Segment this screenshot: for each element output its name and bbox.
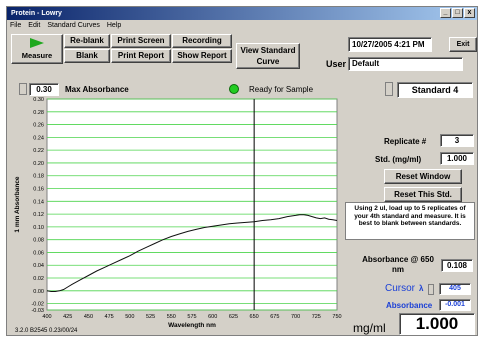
app-window: Protein - Lowry _ □ x File Edit Standard… xyxy=(6,6,478,336)
absorbance-at-field: 0.108 xyxy=(441,259,473,272)
standard-selector[interactable]: Standard 4 xyxy=(397,82,473,98)
y-tick-label: 0.26 xyxy=(33,123,44,129)
absorbance-at-label: Absorbance @ 650 nm xyxy=(362,255,434,274)
x-tick-label: 650 xyxy=(250,314,259,320)
x-tick-label: 625 xyxy=(229,314,238,320)
print-screen-button[interactable]: Print Screen xyxy=(111,34,171,48)
play-icon xyxy=(30,38,44,48)
y-tick-label: 0.02 xyxy=(33,276,44,282)
show-report-button[interactable]: Show Report xyxy=(172,49,232,63)
y-tick-label: 0.14 xyxy=(33,199,44,205)
title-bar: Protein - Lowry _ □ x xyxy=(7,7,477,20)
view-standard-curve-button[interactable]: View Standard Curve xyxy=(236,43,300,69)
x-tick-label: 675 xyxy=(270,314,279,320)
x-tick-label: 725 xyxy=(312,314,321,320)
y-tick-label: 0.04 xyxy=(33,263,44,269)
reset-std-button[interactable]: Reset This Std. xyxy=(384,187,462,202)
standard-spinner[interactable] xyxy=(385,82,393,96)
units-label: mg/ml xyxy=(353,321,386,335)
max-absorbance-field[interactable]: 0.30 xyxy=(29,83,59,96)
y-tick-label: 0.22 xyxy=(33,148,44,154)
x-tick-label: 400 xyxy=(42,314,51,320)
reset-window-button[interactable]: Reset Window xyxy=(384,169,462,184)
x-tick-label: 500 xyxy=(125,314,134,320)
x-tick-label: 575 xyxy=(187,314,196,320)
x-tick-label: 475 xyxy=(105,314,114,320)
y-tick-label: -0.03 xyxy=(31,308,44,314)
cursor-absorbance-field: -0.001 xyxy=(439,299,471,311)
std-field[interactable]: 1.000 xyxy=(440,152,474,165)
cursor-spinner[interactable] xyxy=(428,284,434,295)
y-tick-label: -0.02 xyxy=(31,302,44,308)
plot-area xyxy=(46,98,338,311)
replicate-field[interactable]: 3 xyxy=(440,134,474,147)
exit-button[interactable]: Exit xyxy=(449,37,477,52)
instructions-box: Using 2 ul, load up to 5 replicates of y… xyxy=(345,202,475,240)
max-absorbance-label: Max Absorbance xyxy=(65,85,129,94)
y-tick-label: 0.24 xyxy=(33,135,44,141)
replicate-label: Replicate # xyxy=(384,137,427,146)
status-text: Ready for Sample xyxy=(249,85,314,94)
cursor-wavelength-field[interactable]: 405 xyxy=(439,283,471,295)
y-axis-label: 1 mm Absorbance xyxy=(14,176,21,232)
menu-standard-curves[interactable]: Standard Curves xyxy=(47,22,100,29)
max-absorbance-spinner[interactable] xyxy=(19,83,27,95)
y-tick-label: 0.30 xyxy=(33,97,44,103)
absorbance-series-line xyxy=(46,214,338,292)
x-tick-label: 450 xyxy=(84,314,93,320)
cursor-lambda-label: λ xyxy=(419,284,424,293)
std-label: Std. (mg/ml) xyxy=(375,155,422,164)
y-tick-label: 0.28 xyxy=(33,110,44,116)
status-led-icon xyxy=(229,84,239,94)
recording-button[interactable]: Recording xyxy=(172,34,232,48)
menu-file[interactable]: File xyxy=(10,22,22,29)
x-tick-label: 700 xyxy=(291,314,300,320)
measure-label: Measure xyxy=(21,51,53,60)
cursor-absorbance-label: Absorbance xyxy=(386,301,433,310)
maximize-button[interactable]: □ xyxy=(452,8,463,18)
x-axis-label: Wavelength nm xyxy=(168,322,216,329)
window-title: Protein - Lowry xyxy=(11,10,62,17)
y-tick-label: 0.06 xyxy=(33,250,44,256)
cursor-label: Cursor xyxy=(385,283,416,294)
absorbance-chart[interactable]: 0.30 0.28 0.26 0.24 0.22 0.20 0.18 0.16 0.14 0.12… xyxy=(7,95,347,345)
y-tick-label: 0.00 xyxy=(33,289,44,295)
x-tick-label: 750 xyxy=(332,314,341,320)
y-tick-label: 0.18 xyxy=(33,174,44,180)
user-label: User xyxy=(326,59,347,69)
user-field[interactable]: Default xyxy=(348,57,463,71)
reblank-button[interactable]: Re-blank xyxy=(64,34,110,48)
result-display: 1.000 xyxy=(399,313,475,335)
close-button[interactable]: x xyxy=(464,8,475,18)
menu-help[interactable]: Help xyxy=(106,22,122,29)
menu-edit[interactable]: Edit xyxy=(28,22,41,29)
y-tick-label: 0.12 xyxy=(33,212,44,218)
y-tick-label: 0.10 xyxy=(33,225,44,231)
minimize-button[interactable]: _ xyxy=(440,8,451,18)
datetime-display: 10/27/2005 4:21 PM xyxy=(348,37,432,52)
x-tick-label: 425 xyxy=(63,314,72,320)
y-tick-label: 0.20 xyxy=(33,161,44,167)
measure-button[interactable]: Measure xyxy=(11,34,63,64)
print-report-button[interactable]: Print Report xyxy=(111,49,171,63)
x-tick-label: 525 xyxy=(146,314,155,320)
x-tick-label: 600 xyxy=(208,314,217,320)
x-tick-label: 550 xyxy=(167,314,176,320)
version-text: 3.2.0 B2545 0.23/00/24 xyxy=(15,328,78,334)
menu-bar: File Edit Standard Curves Help xyxy=(7,20,477,32)
y-tick-label: 0.08 xyxy=(33,238,44,244)
blank-button[interactable]: Blank xyxy=(64,49,110,63)
y-tick-label: 0.16 xyxy=(33,187,44,193)
